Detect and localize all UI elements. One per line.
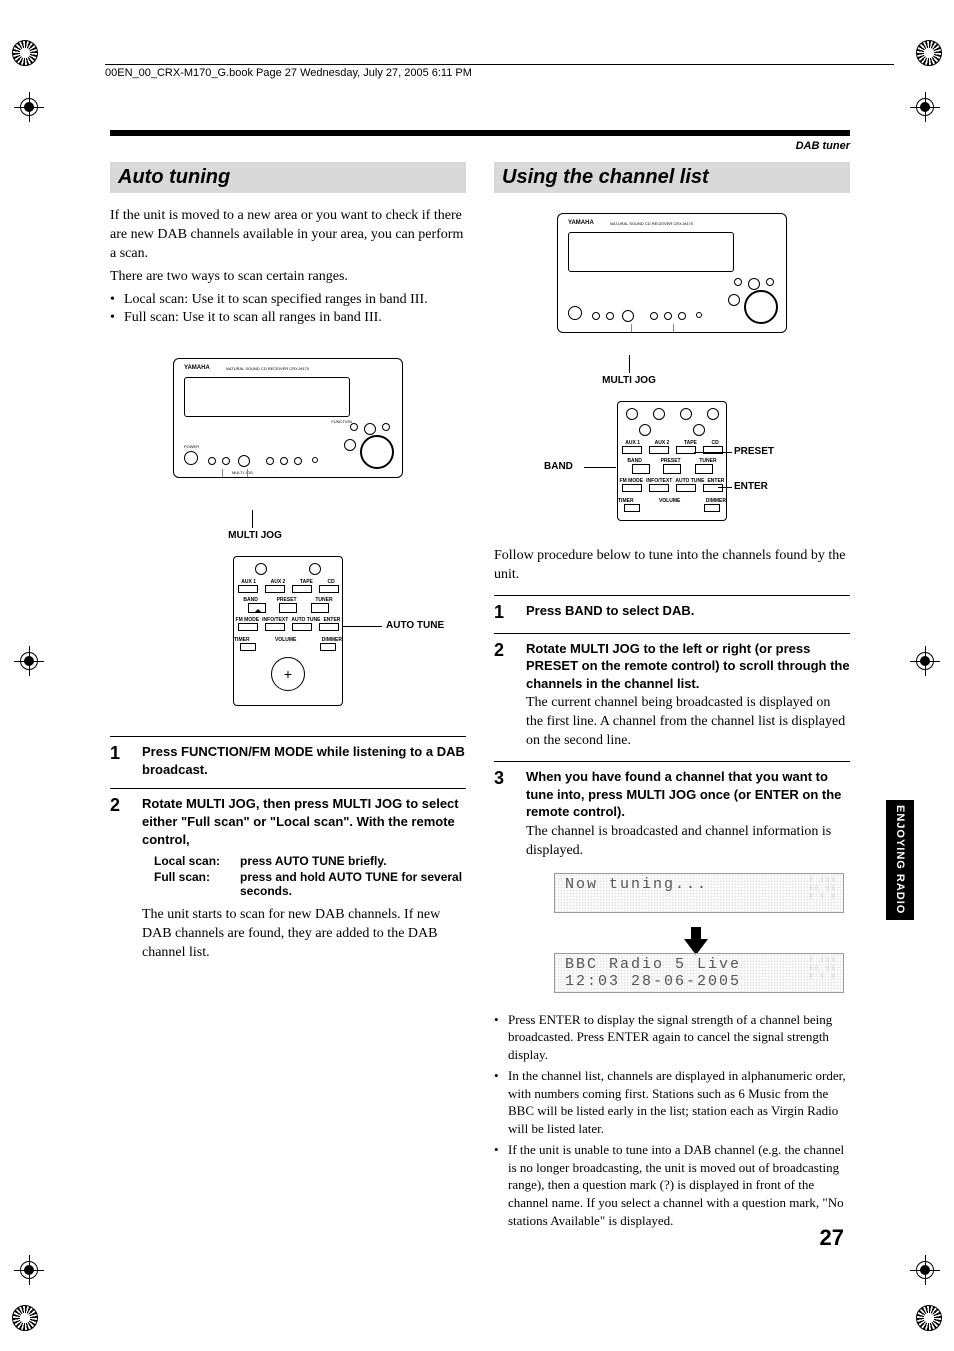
left-column: Auto tuning If the unit is moved to a ne… [110, 162, 466, 1233]
leader-line [718, 487, 732, 488]
lcd-text: Now tuning... [565, 876, 708, 893]
step-instruction: Press FUNCTION/FM MODE while listening t… [142, 743, 466, 778]
registration-mark [914, 96, 936, 118]
leader-line [694, 452, 732, 453]
registration-mark [18, 650, 40, 672]
leader-line [629, 355, 630, 373]
step-3: 3 When you have found a channel that you… [494, 761, 850, 1002]
intro-text-2: There are two ways to scan certain range… [110, 268, 466, 287]
lcd-display: BBC Radio 5 Live 12:03 28-06-2005 ▯ ▯▯▯▯… [554, 953, 844, 993]
page-number: 27 [820, 1225, 844, 1251]
list-item: Full scan: Use it to scan all ranges in … [110, 309, 466, 328]
step-1: 1 Press BAND to select DAB. [494, 595, 850, 623]
step-2: 2 Rotate MULTI JOG, then press MULTI JOG… [110, 788, 466, 962]
step-instruction: Rotate MULTI JOG to the left or right (o… [526, 640, 850, 693]
multi-jog-label: MULTI JOG [594, 375, 664, 386]
note-item: Press ENTER to display the signal streng… [494, 1011, 850, 1064]
multi-jog-label: MULTI JOG [220, 530, 290, 541]
brand-text: YAMAHA [184, 365, 210, 371]
step-number: 2 [494, 640, 512, 751]
file-info: 00EN_00_CRX-M170_G.book Page 27 Wednesda… [105, 67, 472, 79]
step-number: 3 [494, 768, 512, 1002]
remote-diagram: AUX 1 AUX 2 TAPE CD BAND PRESET TUNER [233, 556, 343, 706]
registration-mark [18, 1259, 40, 1281]
section-bar [110, 130, 850, 136]
intro-text: If the unit is moved to a new area or yo… [110, 207, 466, 264]
intro-text: Follow procedure below to tune into the … [494, 547, 850, 585]
step-instruction: Rotate MULTI JOG, then press MULTI JOG t… [142, 795, 466, 848]
def-key: Full scan: [154, 870, 234, 898]
enter-label: ENTER [734, 481, 768, 492]
channel-list-title: Using the channel list [494, 162, 850, 193]
section-tab: ENJOYING RADIO [886, 800, 914, 920]
lcd-text: BBC Radio 5 Live [565, 956, 741, 973]
band-label: BAND [544, 461, 573, 472]
crop-mark [916, 1305, 942, 1331]
step-detail: The current channel being broadcasted is… [526, 694, 850, 751]
scan-types-list: Local scan: Use it to scan specified ran… [110, 291, 466, 329]
step-number: 1 [110, 743, 128, 778]
auto-tune-label: AUTO TUNE [386, 620, 444, 631]
step-number: 1 [494, 602, 512, 623]
note-item: In the channel list, channels are displa… [494, 1067, 850, 1137]
leader-line [342, 626, 382, 627]
def-key: Local scan: [154, 854, 234, 868]
step-detail: The channel is broadcasted and channel i… [526, 823, 850, 861]
brand-text: YAMAHA [568, 220, 594, 226]
lcd-display: Now tuning... ▯ ▯▯▯▯▯ ▯▯▯ ▯ ▯ [554, 873, 844, 913]
list-item: Local scan: Use it to scan specified ran… [110, 291, 466, 310]
crop-mark [12, 1305, 38, 1331]
volume-dial: + [271, 657, 305, 691]
step-instruction: When you have found a channel that you w… [526, 768, 850, 821]
auto-tuning-title: Auto tuning [110, 162, 466, 193]
remote-diagram: AUX 1 AUX 2 TAPE CD BAND PRESET TUNER [617, 401, 727, 521]
page-header: 00EN_00_CRX-M170_G.book Page 27 Wednesda… [105, 64, 894, 79]
section-name: DAB tuner [110, 140, 850, 152]
registration-mark [914, 1259, 936, 1281]
lcd-text: 12:03 28-06-2005 [565, 973, 741, 990]
leader-line [584, 467, 616, 468]
leader-line [252, 510, 253, 528]
def-val: press and hold AUTO TUNE for several sec… [240, 870, 466, 898]
step-2: 2 Rotate MULTI JOG to the left or right … [494, 633, 850, 751]
registration-mark [18, 96, 40, 118]
def-val: press AUTO TUNE briefly. [240, 854, 386, 868]
crop-mark [916, 40, 942, 66]
receiver-front-diagram: YAMAHA NATURAL SOUND CD RECEIVER CRX-M17… [557, 213, 787, 333]
note-item: If the unit is unable to tune into a DAB… [494, 1141, 850, 1229]
right-column: Using the channel list BAND YAMAHA NATUR… [494, 162, 850, 1233]
preset-label: PRESET [734, 446, 774, 457]
receiver-front-diagram: YAMAHA NATURAL SOUND CD RECEIVER CRX-M17… [173, 358, 403, 478]
step-number: 2 [110, 795, 128, 962]
page-content: DAB tuner Auto tuning If the unit is mov… [110, 130, 850, 1233]
notes-list: Press ENTER to display the signal streng… [494, 1011, 850, 1230]
step-1: 1 Press FUNCTION/FM MODE while listening… [110, 736, 466, 778]
step-result: The unit starts to scan for new DAB chan… [142, 906, 466, 963]
registration-mark [914, 650, 936, 672]
crop-mark [12, 40, 38, 66]
step-instruction: Press BAND to select DAB. [526, 602, 850, 620]
